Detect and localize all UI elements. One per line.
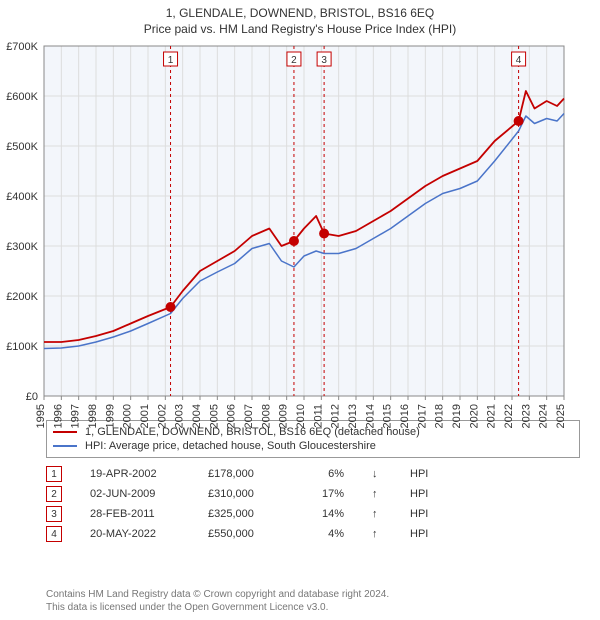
legend-label: HPI: Average price, detached house, Sout… xyxy=(85,440,376,452)
sale-hpi-label: HPI xyxy=(410,468,440,480)
sale-hpi-label: HPI xyxy=(410,508,440,520)
svg-text:4: 4 xyxy=(516,55,522,66)
svg-text:2017: 2017 xyxy=(416,404,428,428)
svg-text:£500K: £500K xyxy=(6,141,38,153)
svg-text:2002: 2002 xyxy=(156,404,168,428)
svg-text:2016: 2016 xyxy=(399,404,411,428)
svg-text:2005: 2005 xyxy=(208,404,220,428)
svg-text:1999: 1999 xyxy=(104,404,116,428)
svg-text:£700K: £700K xyxy=(6,41,38,53)
sale-date: 20-MAY-2022 xyxy=(90,528,180,540)
svg-text:2008: 2008 xyxy=(260,404,272,428)
svg-text:2021: 2021 xyxy=(486,404,498,428)
line-chart: £0 £100K £200K £300K £400K £500K £600K £700K 199… xyxy=(0,40,568,432)
legend-swatch xyxy=(53,445,77,447)
sale-marker: 1 xyxy=(46,466,62,482)
credits: Contains HM Land Registry data © Crown c… xyxy=(46,588,389,614)
chart-title: 1, GLENDALE, DOWNEND, BRISTOL, BS16 6EQ xyxy=(0,0,600,20)
svg-text:2015: 2015 xyxy=(382,404,394,428)
svg-text:2013: 2013 xyxy=(347,404,359,428)
svg-text:2020: 2020 xyxy=(468,404,480,428)
svg-text:2019: 2019 xyxy=(451,404,463,428)
svg-text:2006: 2006 xyxy=(226,404,238,428)
sale-price: £310,000 xyxy=(208,488,278,500)
svg-text:3: 3 xyxy=(321,55,327,66)
sale-arrow-icon: ↑ xyxy=(372,528,382,540)
svg-text:2014: 2014 xyxy=(364,404,376,428)
svg-text:1: 1 xyxy=(168,55,174,66)
sale-pct: 14% xyxy=(306,508,344,520)
svg-text:£300K: £300K xyxy=(6,241,38,253)
svg-text:2024: 2024 xyxy=(538,404,550,428)
sale-pct: 17% xyxy=(306,488,344,500)
svg-text:2022: 2022 xyxy=(503,404,515,428)
svg-text:£400K: £400K xyxy=(6,191,38,203)
svg-text:2009: 2009 xyxy=(278,404,290,428)
sale-pct: 6% xyxy=(306,468,344,480)
svg-text:2001: 2001 xyxy=(139,404,151,428)
svg-text:2000: 2000 xyxy=(122,404,134,428)
sale-pct: 4% xyxy=(306,528,344,540)
svg-text:£200K: £200K xyxy=(6,291,38,303)
sale-date: 28-FEB-2011 xyxy=(90,508,180,520)
svg-text:2004: 2004 xyxy=(191,404,203,428)
svg-text:£0: £0 xyxy=(26,391,38,403)
sale-row: 3 28-FEB-2011 £325,000 14% ↑ HPI xyxy=(46,504,580,524)
svg-text:2: 2 xyxy=(291,55,297,66)
sale-date: 19-APR-2002 xyxy=(90,468,180,480)
chart-area: £0£100K£200K£300K£400K£500K£600K£700K199… xyxy=(0,40,568,410)
sale-row: 2 02-JUN-2009 £310,000 17% ↑ HPI xyxy=(46,484,580,504)
sale-row: 4 20-MAY-2022 £550,000 4% ↑ HPI xyxy=(46,524,580,544)
svg-text:2023: 2023 xyxy=(520,404,532,428)
credit-line-1: Contains HM Land Registry data © Crown c… xyxy=(46,588,389,601)
chart-subtitle: Price paid vs. HM Land Registry's House … xyxy=(0,20,600,40)
sale-marker: 4 xyxy=(46,526,62,542)
sale-price: £178,000 xyxy=(208,468,278,480)
credit-line-2: This data is licensed under the Open Gov… xyxy=(46,601,389,614)
sale-arrow-icon: ↓ xyxy=(372,468,382,480)
svg-text:2018: 2018 xyxy=(434,404,446,428)
sale-date: 02-JUN-2009 xyxy=(90,488,180,500)
legend-row: HPI: Average price, detached house, Sout… xyxy=(53,439,573,453)
sale-row: 1 19-APR-2002 £178,000 6% ↓ HPI xyxy=(46,464,580,484)
sale-marker: 2 xyxy=(46,486,62,502)
sale-price: £325,000 xyxy=(208,508,278,520)
svg-text:£600K: £600K xyxy=(6,91,38,103)
svg-text:2025: 2025 xyxy=(555,404,567,428)
sale-hpi-label: HPI xyxy=(410,528,440,540)
svg-text:2010: 2010 xyxy=(295,404,307,428)
sale-arrow-icon: ↑ xyxy=(372,488,382,500)
sale-hpi-label: HPI xyxy=(410,488,440,500)
sale-marker: 3 xyxy=(46,506,62,522)
svg-text:2012: 2012 xyxy=(330,404,342,428)
svg-text:1996: 1996 xyxy=(52,404,64,428)
sale-price: £550,000 xyxy=(208,528,278,540)
svg-text:£100K: £100K xyxy=(6,341,38,353)
svg-text:1998: 1998 xyxy=(87,404,99,428)
svg-text:2003: 2003 xyxy=(174,404,186,428)
sale-arrow-icon: ↑ xyxy=(372,508,382,520)
svg-text:2007: 2007 xyxy=(243,404,255,428)
svg-text:2011: 2011 xyxy=(312,404,324,428)
svg-text:1995: 1995 xyxy=(35,404,47,428)
svg-text:1997: 1997 xyxy=(70,404,82,428)
sales-table: 1 19-APR-2002 £178,000 6% ↓ HPI 2 02-JUN-2009 £3… xyxy=(46,464,580,544)
